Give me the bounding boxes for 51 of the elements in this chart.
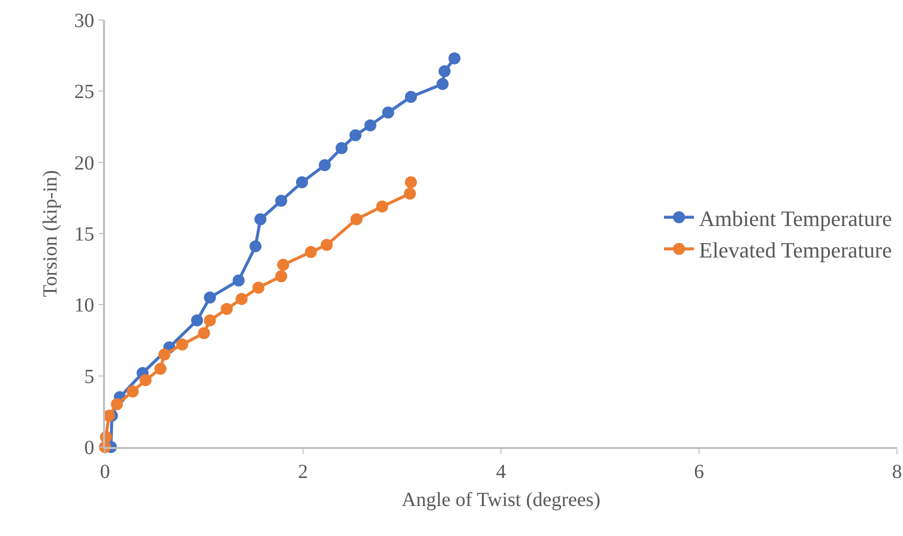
point	[220, 302, 233, 315]
y-tick-label: 20	[74, 152, 94, 174]
point	[204, 314, 216, 326]
point	[436, 78, 449, 90]
x-tick-label: 2	[298, 460, 308, 483]
point	[318, 159, 331, 172]
x-tick-label: 8	[892, 460, 902, 483]
x-tick-label: 0	[100, 460, 110, 483]
x-tick-label: 6	[694, 460, 704, 483]
point	[232, 274, 245, 286]
x-axis-title: Angle of Twist (degrees)	[402, 488, 600, 511]
point	[176, 338, 188, 351]
y-tick-label: 0	[84, 437, 94, 459]
point	[249, 240, 262, 252]
point	[204, 292, 216, 304]
point	[448, 52, 460, 64]
y-tick-label: 25	[74, 81, 94, 104]
point	[252, 282, 264, 294]
legend-label: Ambient Temperature	[699, 206, 892, 231]
point	[382, 106, 394, 119]
point	[376, 200, 388, 212]
point	[350, 213, 362, 226]
y-tick-label: 30	[74, 10, 94, 32]
point	[254, 213, 266, 226]
y-tick-label: 10	[74, 294, 94, 317]
point	[304, 246, 317, 258]
point	[320, 238, 333, 251]
point	[296, 176, 308, 188]
point	[236, 292, 248, 305]
point	[404, 188, 416, 200]
point	[275, 194, 288, 207]
point	[349, 129, 362, 142]
point	[110, 398, 123, 410]
y-axis-title: Torsion (kip-in)	[39, 170, 62, 297]
point	[154, 362, 166, 375]
point	[158, 348, 170, 360]
point	[191, 314, 204, 326]
y-tick-label: 15	[74, 224, 94, 246]
point	[126, 385, 139, 398]
point	[438, 65, 451, 78]
legend-label: Elevated Temperature	[699, 237, 892, 262]
x-tick-label: 4	[496, 460, 506, 483]
point	[364, 119, 376, 132]
point	[404, 90, 417, 103]
point	[198, 327, 210, 340]
point	[140, 374, 152, 386]
point	[277, 258, 290, 271]
point	[404, 176, 417, 188]
point	[275, 270, 288, 282]
y-tick-label: 5	[84, 366, 94, 388]
point	[336, 142, 348, 154]
